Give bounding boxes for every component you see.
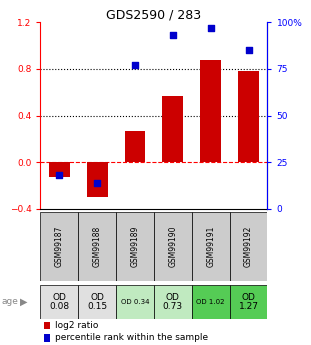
- Text: log2 ratio: log2 ratio: [55, 321, 99, 330]
- Point: [246, 48, 251, 53]
- Bar: [238, 71, 259, 162]
- Bar: [154, 212, 192, 281]
- Bar: [154, 285, 192, 319]
- Title: GDS2590 / 283: GDS2590 / 283: [106, 8, 202, 21]
- Bar: [116, 285, 154, 319]
- Text: GSM99188: GSM99188: [93, 226, 102, 267]
- Text: ▶: ▶: [20, 297, 28, 307]
- Bar: [230, 285, 267, 319]
- Bar: [49, 162, 70, 177]
- Bar: [78, 212, 116, 281]
- Bar: [200, 60, 221, 162]
- Text: GSM99187: GSM99187: [55, 226, 64, 267]
- Point: [208, 25, 213, 31]
- Text: OD
0.08: OD 0.08: [49, 293, 69, 311]
- Text: OD 1.02: OD 1.02: [197, 299, 225, 305]
- Bar: [116, 212, 154, 281]
- Text: OD
0.73: OD 0.73: [163, 293, 183, 311]
- Text: percentile rank within the sample: percentile rank within the sample: [55, 333, 208, 342]
- Bar: [125, 131, 146, 162]
- Point: [170, 33, 175, 38]
- Bar: [78, 285, 116, 319]
- Text: OD 0.34: OD 0.34: [121, 299, 149, 305]
- Bar: [192, 212, 230, 281]
- Point: [132, 62, 137, 68]
- Bar: [87, 162, 108, 197]
- Bar: [40, 285, 78, 319]
- Text: GSM99190: GSM99190: [168, 226, 177, 267]
- Text: GSM99189: GSM99189: [131, 226, 140, 267]
- Point: [95, 180, 100, 185]
- Text: GSM99192: GSM99192: [244, 226, 253, 267]
- Text: GSM99191: GSM99191: [206, 226, 215, 267]
- Text: OD
1.27: OD 1.27: [239, 293, 258, 311]
- Text: OD
0.15: OD 0.15: [87, 293, 107, 311]
- Text: age: age: [2, 297, 18, 306]
- Bar: [162, 96, 183, 162]
- Bar: [192, 285, 230, 319]
- Bar: [40, 212, 78, 281]
- Bar: [230, 212, 267, 281]
- Point: [57, 172, 62, 178]
